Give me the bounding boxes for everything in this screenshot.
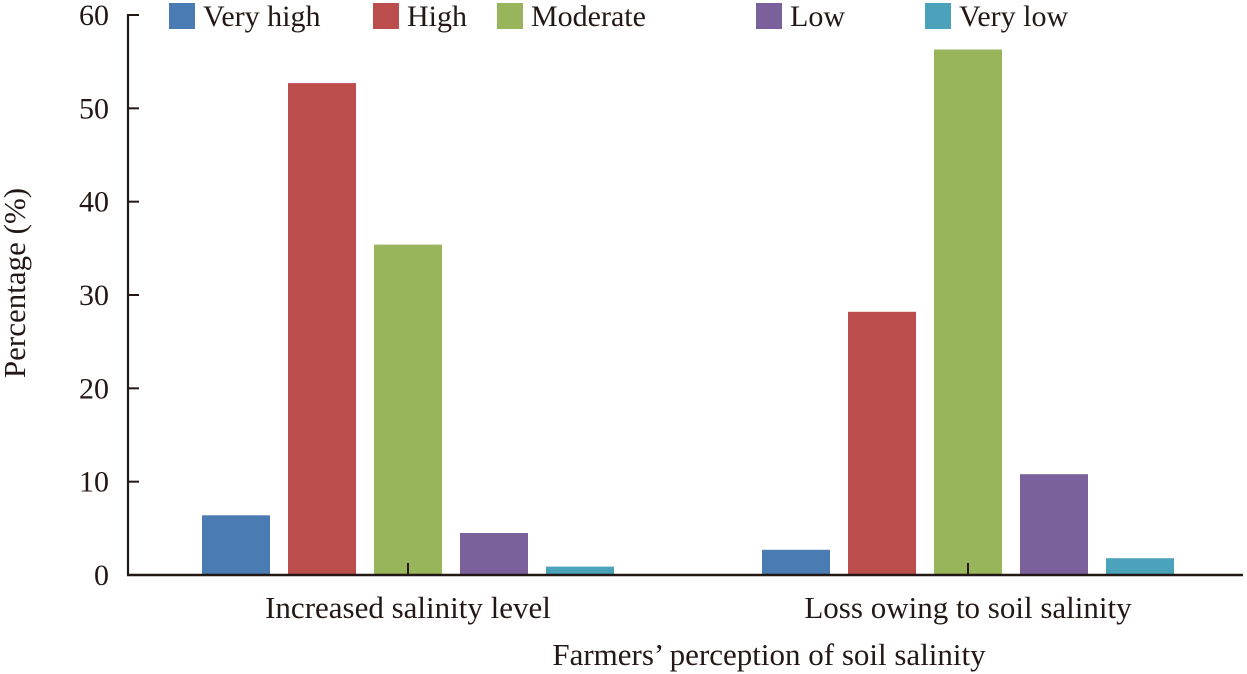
y-tick-label: 0 <box>94 559 109 592</box>
y-tick-label: 40 <box>79 186 109 219</box>
bar-high <box>288 83 356 575</box>
x-categories: Increased salinity level Loss owing to so… <box>265 563 1132 625</box>
legend-label: Very high <box>203 0 320 33</box>
legend-label: Low <box>790 0 845 33</box>
y-tick-label: 50 <box>79 92 109 125</box>
bar-moderate <box>934 49 1002 575</box>
bars <box>202 49 1174 575</box>
bar-very-high <box>202 515 270 575</box>
legend-label: High <box>407 0 467 33</box>
y-tick-label: 10 <box>79 466 109 499</box>
legend-label: Very low <box>959 0 1068 33</box>
y-ticks: 0 10 20 30 40 50 60 <box>79 0 139 592</box>
bar-low <box>1020 474 1088 575</box>
y-tick-label: 20 <box>79 372 109 405</box>
x-category-label: Loss owing to soil salinity <box>804 590 1132 625</box>
bar-low <box>460 533 528 575</box>
bar-moderate <box>374 244 442 575</box>
y-tick-label: 30 <box>79 279 109 312</box>
legend-swatch <box>497 3 523 29</box>
legend: Very high High Moderate Low Very low <box>169 0 1068 33</box>
x-axis-title: Farmers’ perception of soil salinity <box>552 637 986 672</box>
x-category-label: Increased salinity level <box>265 590 551 625</box>
y-axis-title: Percentage (%) <box>0 188 32 378</box>
legend-swatch <box>373 3 399 29</box>
legend-swatch <box>756 3 782 29</box>
bar-high <box>848 311 916 575</box>
y-tick-label: 60 <box>79 0 109 32</box>
bar-very-low <box>546 566 614 575</box>
legend-swatch <box>925 3 951 29</box>
legend-label: Moderate <box>531 0 646 33</box>
bar-very-high <box>762 549 830 575</box>
bar-very-low <box>1106 558 1174 575</box>
legend-swatch <box>169 3 195 29</box>
